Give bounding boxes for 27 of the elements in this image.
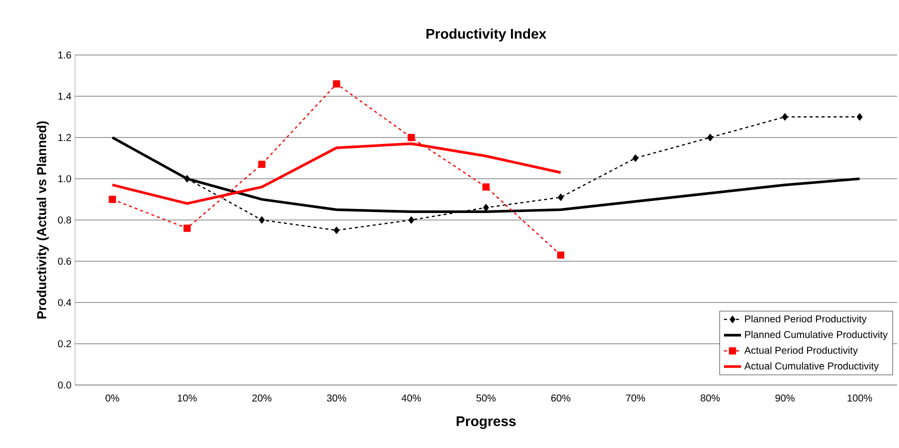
y-tick-label: 0.0 (58, 381, 72, 389)
x-tick-label: 20% (252, 394, 272, 402)
x-tick-label: 10% (178, 394, 197, 402)
x-tick-label: 100% (848, 394, 872, 402)
x-tick-label: 0% (106, 394, 120, 402)
x-tick-label: 40% (402, 394, 421, 402)
y-tick-label: 0.8 (58, 216, 72, 224)
x-tick-label: 70% (626, 394, 646, 402)
legend-label: Actual Cumulative Productivity (744, 362, 879, 372)
legend-label: Planned Cumulative Productivity (745, 330, 888, 340)
x-tick-label: 50% (476, 394, 496, 402)
x-axis-title: Progress (456, 416, 516, 429)
legend-label: Planned Period Productivity (745, 315, 867, 324)
x-tick-label: 60% (551, 394, 570, 402)
y-tick-label: 0.6 (58, 258, 72, 265)
x-tick-label: 90% (775, 394, 795, 402)
y-tick-label: 1.0 (58, 175, 72, 182)
y-axis-title: Productivity (Actual vs Planned) (36, 121, 49, 318)
chart-title: Productivity Index (426, 28, 546, 42)
y-tick-label: 0.2 (58, 340, 71, 348)
x-tick-label: 80% (700, 394, 720, 402)
legend-label: Actual Period Productivity (744, 346, 858, 356)
x-tick-label: 30% (326, 394, 346, 402)
y-tick-label: 1.6 (58, 51, 72, 59)
y-tick-label: 1.4 (58, 92, 72, 100)
y-tick-label: 0.4 (58, 298, 72, 306)
y-tick-label: 1.2 (58, 134, 71, 141)
